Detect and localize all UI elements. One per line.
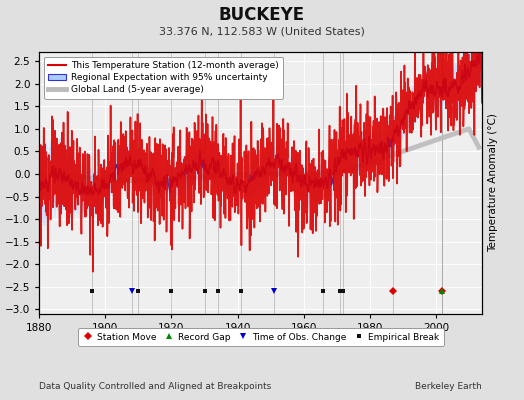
Text: BUCKEYE: BUCKEYE [219,6,305,24]
Y-axis label: Temperature Anomaly (°C): Temperature Anomaly (°C) [488,114,498,252]
Text: Berkeley Earth: Berkeley Earth [416,382,482,391]
Text: 33.376 N, 112.583 W (United States): 33.376 N, 112.583 W (United States) [159,26,365,36]
Legend: Station Move, Record Gap, Time of Obs. Change, Empirical Break: Station Move, Record Gap, Time of Obs. C… [78,328,444,346]
Legend: This Temperature Station (12-month average), Regional Expectation with 95% uncer: This Temperature Station (12-month avera… [44,56,283,99]
Text: Data Quality Controlled and Aligned at Breakpoints: Data Quality Controlled and Aligned at B… [39,382,271,391]
